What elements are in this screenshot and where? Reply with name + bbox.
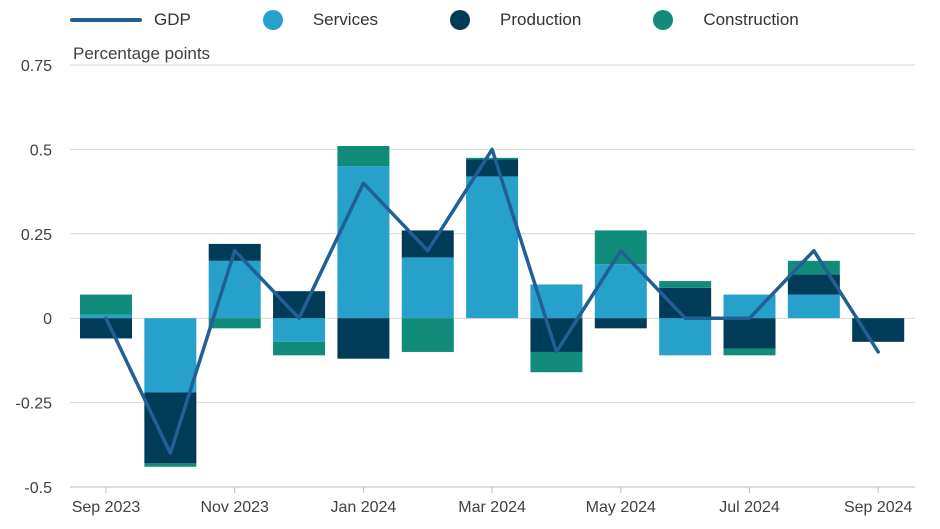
legend-label-gdp: GDP — [154, 10, 191, 29]
legend-line-icon — [70, 18, 142, 22]
legend-item-production[interactable]: Production — [430, 10, 581, 30]
bar-services — [401, 257, 454, 319]
legend: GDP Services Production Construction — [70, 8, 851, 32]
y-tick-label: 0.5 — [30, 142, 52, 159]
bar-services — [594, 264, 647, 319]
bar-services — [466, 176, 519, 319]
legend-label-construction: Construction — [703, 10, 799, 29]
bar-construction — [401, 318, 454, 352]
bar-production — [337, 318, 390, 359]
x-tick-label: May 2024 — [586, 499, 656, 516]
y-axis-title: Percentage points — [73, 44, 211, 63]
bar-production — [787, 274, 840, 295]
x-tick-label: Sep 2024 — [844, 499, 913, 516]
gdp-line — [104, 147, 880, 455]
y-tick-label: 0.75 — [21, 58, 52, 75]
bar-construction — [80, 294, 132, 315]
y-tick-label: 0 — [43, 311, 52, 328]
bar-production — [852, 318, 905, 342]
bar-construction — [530, 351, 583, 373]
x-tick-label: Mar 2024 — [458, 499, 526, 516]
legend-dot-icon — [450, 10, 471, 30]
bar-production — [659, 287, 712, 319]
x-tick-label: Jul 2024 — [719, 499, 780, 516]
legend-item-gdp[interactable]: GDP — [70, 10, 191, 30]
x-tick-label: Jan 2024 — [330, 499, 396, 516]
bar-production — [273, 291, 326, 319]
bar-construction — [723, 348, 776, 356]
legend-dot-icon — [653, 10, 674, 30]
y-tick-label: 0.25 — [21, 227, 52, 244]
bar-services — [273, 318, 326, 342]
bar-construction — [144, 463, 197, 467]
bar-production — [401, 230, 454, 258]
bar-services — [787, 294, 840, 319]
y-tick-label: -0.5 — [24, 480, 52, 497]
bar-construction — [466, 157, 519, 160]
bar-construction — [659, 281, 712, 288]
legend-item-services[interactable]: Services — [243, 10, 378, 30]
bar-production — [723, 318, 776, 349]
bar-construction — [337, 146, 390, 167]
bar-services — [144, 318, 197, 393]
bar-production — [594, 318, 647, 329]
legend-dot-icon — [262, 10, 283, 30]
bar-construction — [594, 230, 647, 265]
legend-label-production: Production — [500, 10, 582, 29]
bar-services — [659, 318, 712, 356]
bar-construction — [208, 318, 261, 329]
legend-label-services: Services — [312, 10, 379, 29]
x-tick-label: Sep 2023 — [72, 499, 141, 516]
bar-production — [80, 318, 132, 339]
bar-production — [466, 159, 519, 177]
x-tick-label: Nov 2023 — [200, 499, 269, 516]
bar-construction — [273, 341, 326, 356]
legend-item-construction[interactable]: Construction — [633, 10, 799, 30]
bar-services — [723, 294, 776, 319]
bar-services — [337, 166, 390, 319]
y-tick-label: -0.25 — [16, 396, 53, 413]
